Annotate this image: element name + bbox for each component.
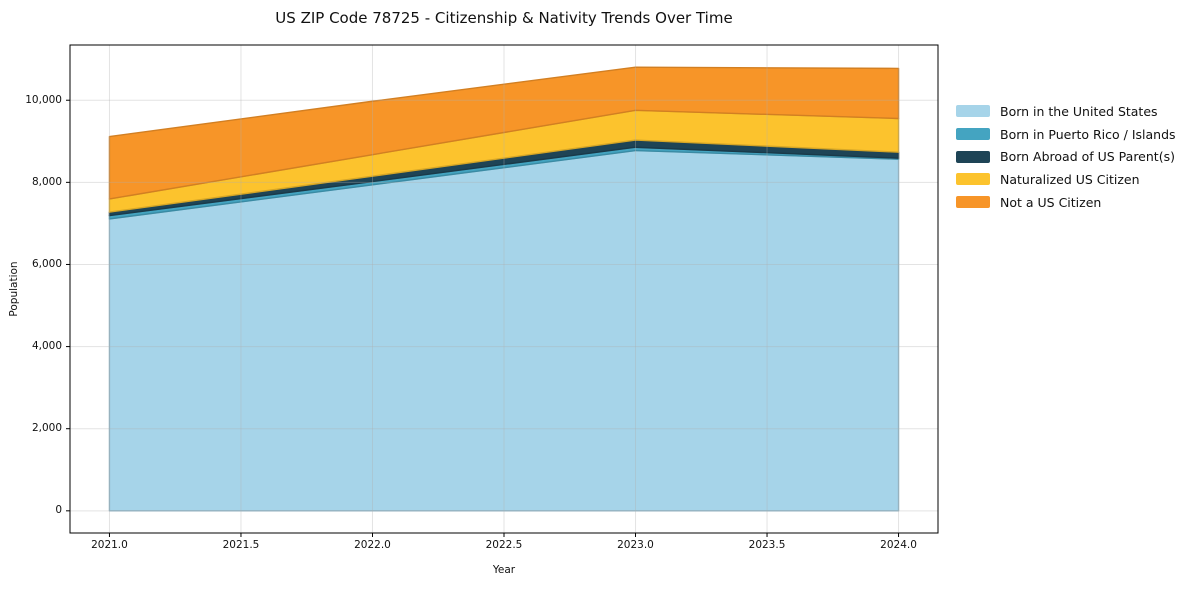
legend-label: Not a US Citizen — [1000, 194, 1102, 210]
legend-item-born-in-puerto-rico-islands: Born in Puerto Rico / Islands — [956, 123, 1176, 146]
legend-item-born-in-the-united-states: Born in the United States — [956, 100, 1176, 123]
legend-swatch-icon — [956, 196, 990, 209]
legend-item-naturalized-us-citizen: Naturalized US Citizen — [956, 168, 1176, 191]
legend-label: Born Abroad of US Parent(s) — [1000, 149, 1175, 165]
x-tick-label: 2023.5 — [748, 539, 786, 551]
legend-swatch-icon — [956, 105, 990, 118]
legend-swatch-icon — [956, 173, 990, 186]
legend-label: Born in the United States — [1000, 103, 1158, 119]
y-tick-label: 4,000 — [31, 340, 62, 353]
x-tick-label: 2022.0 — [354, 539, 391, 551]
legend-label: Naturalized US Citizen — [1000, 171, 1140, 187]
x-tick-label: 2022.5 — [485, 539, 523, 551]
y-tick-label: 0 — [55, 504, 62, 517]
x-tick-label: 2021.0 — [91, 539, 128, 551]
area-series-not-a-us-citizen — [108, 66, 900, 200]
x-tick-label: 2024.0 — [880, 539, 917, 551]
legend-swatch-icon — [956, 128, 990, 141]
legend-item-not-a-us-citizen: Not a US Citizen — [956, 191, 1176, 214]
x-tick-label: 2023.0 — [617, 539, 654, 551]
y-tick-label: 8,000 — [31, 175, 62, 188]
y-tick-label: 2,000 — [31, 422, 62, 435]
x-axis-label: Year — [492, 564, 516, 576]
y-axis-label: Population — [8, 261, 20, 317]
legend: Born in the United States Born in Puerto … — [956, 100, 1176, 213]
y-tick-label: 10,000 — [25, 93, 62, 106]
legend-label: Born in Puerto Rico / Islands — [1000, 126, 1176, 142]
chart-title: US ZIP Code 78725 - Citizenship & Nativi… — [275, 9, 733, 27]
legend-item-born-abroad-of-us-parent-s: Born Abroad of US Parent(s) — [956, 145, 1176, 168]
y-tick-label: 6,000 — [31, 257, 62, 270]
legend-swatch-icon — [956, 150, 990, 163]
x-tick-label: 2021.5 — [222, 539, 260, 551]
